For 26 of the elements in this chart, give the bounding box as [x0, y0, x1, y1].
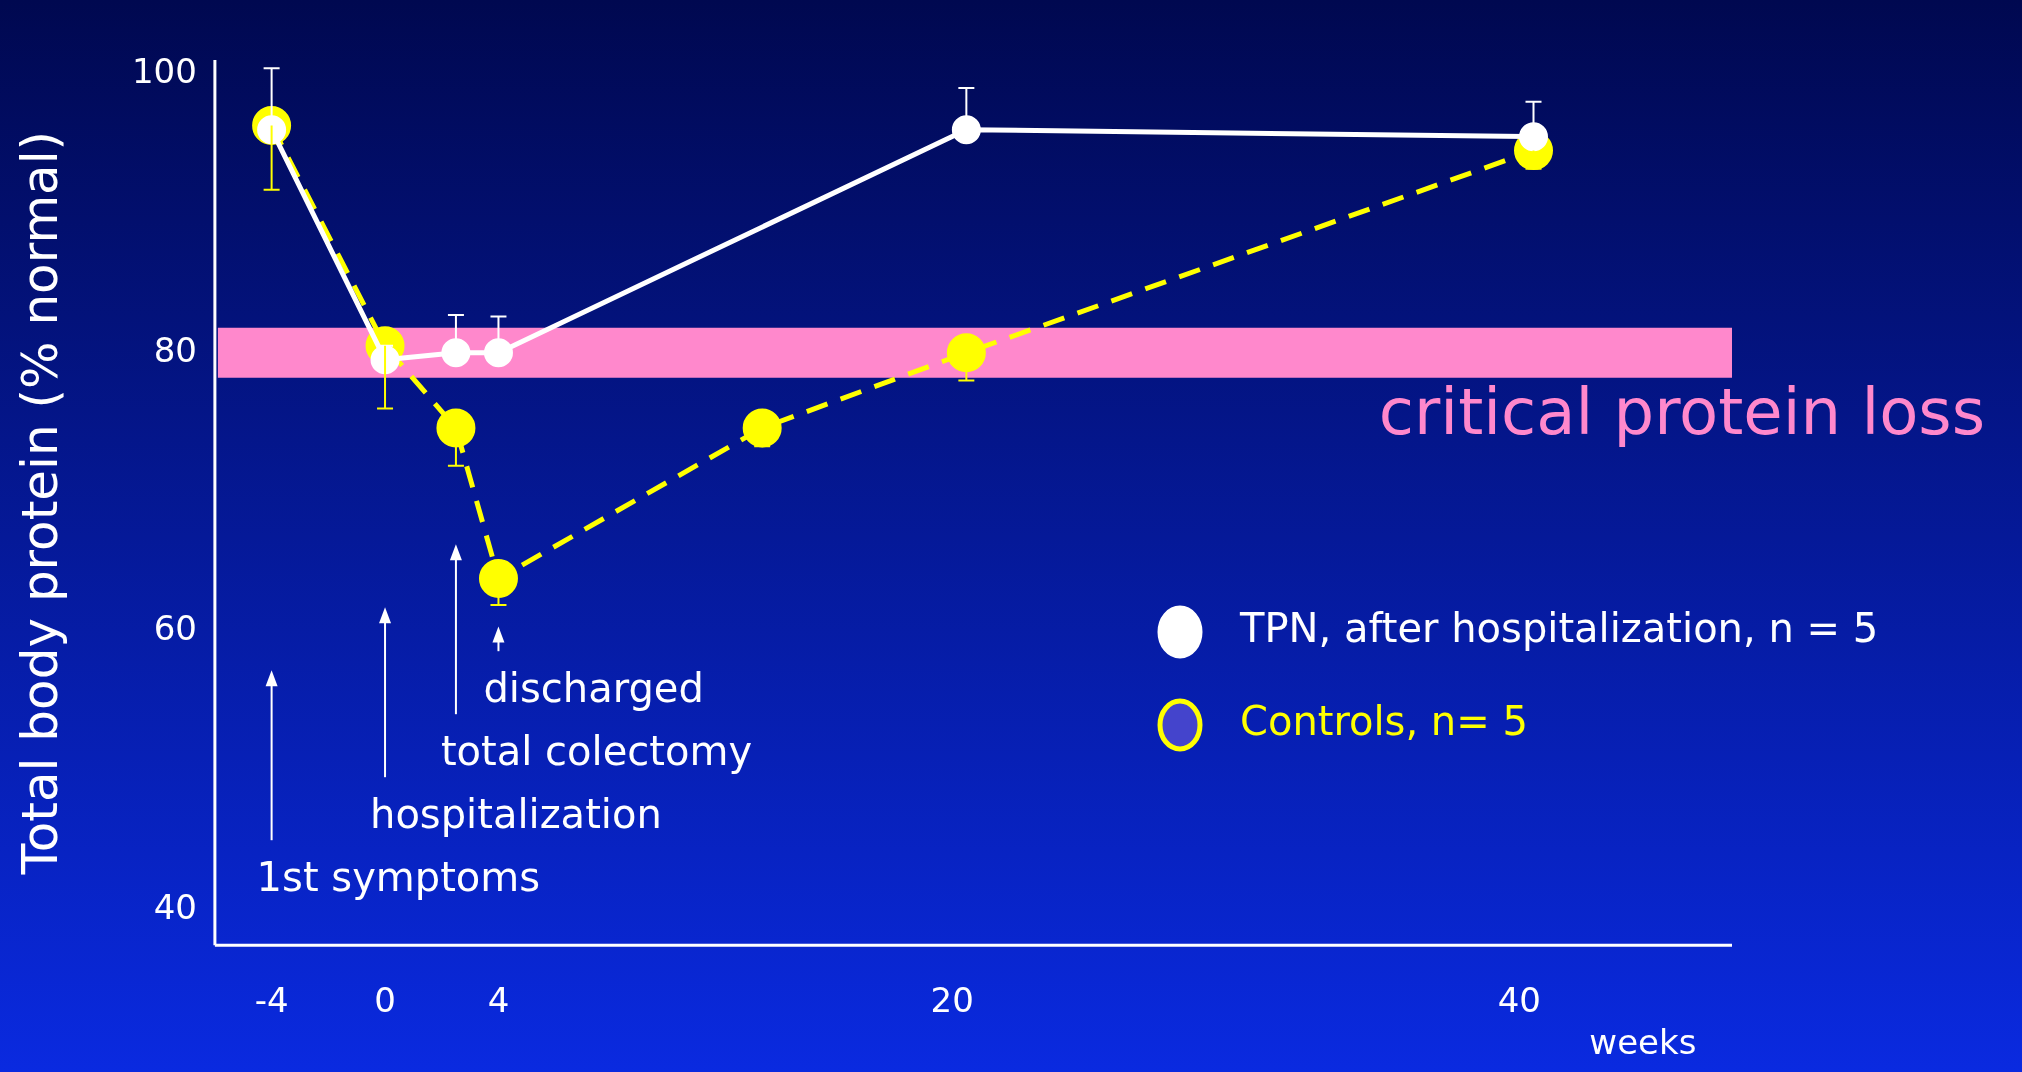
point [436, 408, 476, 448]
point [441, 338, 471, 368]
x-axis-title: weeks [1589, 1021, 1697, 1062]
point [1519, 122, 1548, 152]
point [951, 115, 981, 145]
annotation: hospitalization [370, 790, 662, 837]
x-tick-label: 4 [487, 980, 510, 1021]
point [946, 333, 986, 373]
point [478, 559, 518, 599]
band-label: critical protein loss [1378, 375, 1985, 450]
point [742, 408, 782, 448]
x-tick-label: 40 [1497, 980, 1541, 1021]
x-tick-label: 0 [374, 980, 396, 1021]
y-tick-label: 40 [153, 887, 197, 928]
point [483, 338, 513, 368]
y-tick-label: 100 [131, 50, 197, 91]
y-axis-title: Total body protein (% normal) [10, 130, 69, 876]
annotation: 1st symptoms [256, 853, 541, 900]
legend-label: TPN, after hospitalization, n = 5 [1239, 605, 1879, 652]
annotation: discharged [483, 664, 704, 711]
y-tick-label: 60 [153, 608, 197, 649]
annotation: total colectomy [440, 727, 753, 774]
x-tick-label: 20 [930, 980, 974, 1021]
x-tick-label: -4 [254, 980, 289, 1021]
y-tick-label: 80 [153, 329, 197, 370]
legend-label: Controls, n= 5 [1240, 698, 1528, 745]
